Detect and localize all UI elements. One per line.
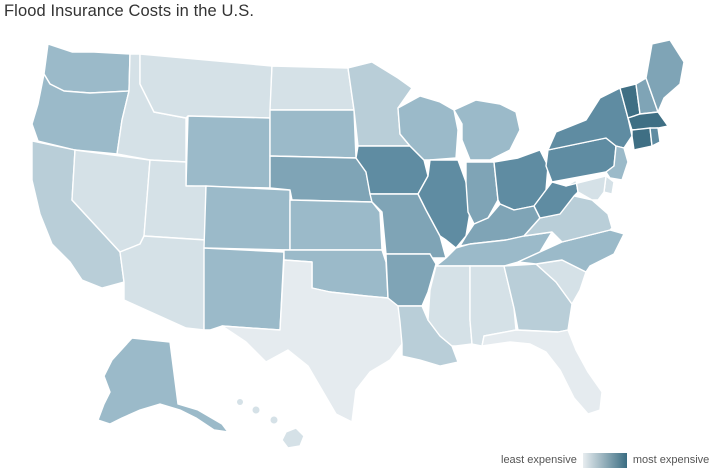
hawaii-small-islands — [237, 399, 278, 424]
state-mi — [453, 99, 521, 161]
state-md — [565, 175, 607, 201]
state-ri — [649, 127, 661, 147]
state-tx — [221, 259, 403, 423]
state-ny — [547, 87, 633, 151]
state-il — [417, 159, 471, 249]
map-title: Flood Insurance Costs in the U.S. — [4, 2, 255, 20]
state-mt — [139, 53, 273, 119]
state-me — [645, 39, 685, 113]
state-nm — [203, 247, 285, 331]
island-oahu — [252, 406, 260, 414]
island-kauai — [237, 399, 243, 405]
legend-gradient-bar — [582, 452, 627, 468]
state-ks — [289, 199, 383, 251]
state-ar — [385, 253, 437, 307]
state-la — [397, 305, 459, 367]
state-wy — [185, 115, 271, 189]
state-sd — [269, 109, 357, 159]
state-wi — [397, 95, 459, 161]
state-nc — [517, 229, 625, 273]
state-ct — [631, 127, 653, 151]
state-hi — [281, 427, 305, 449]
legend-low-label: least expensive — [501, 454, 577, 466]
state-fl — [481, 329, 603, 415]
island-maui — [270, 416, 278, 424]
state-ak — [97, 337, 229, 433]
state-co — [203, 185, 291, 251]
map-legend: least expensive most expensive — [501, 451, 717, 469]
state-wa — [43, 43, 131, 94]
state-nj — [605, 145, 629, 181]
state-nd — [269, 65, 355, 111]
state-az — [119, 235, 207, 331]
legend-high-label: most expensive — [632, 454, 710, 466]
